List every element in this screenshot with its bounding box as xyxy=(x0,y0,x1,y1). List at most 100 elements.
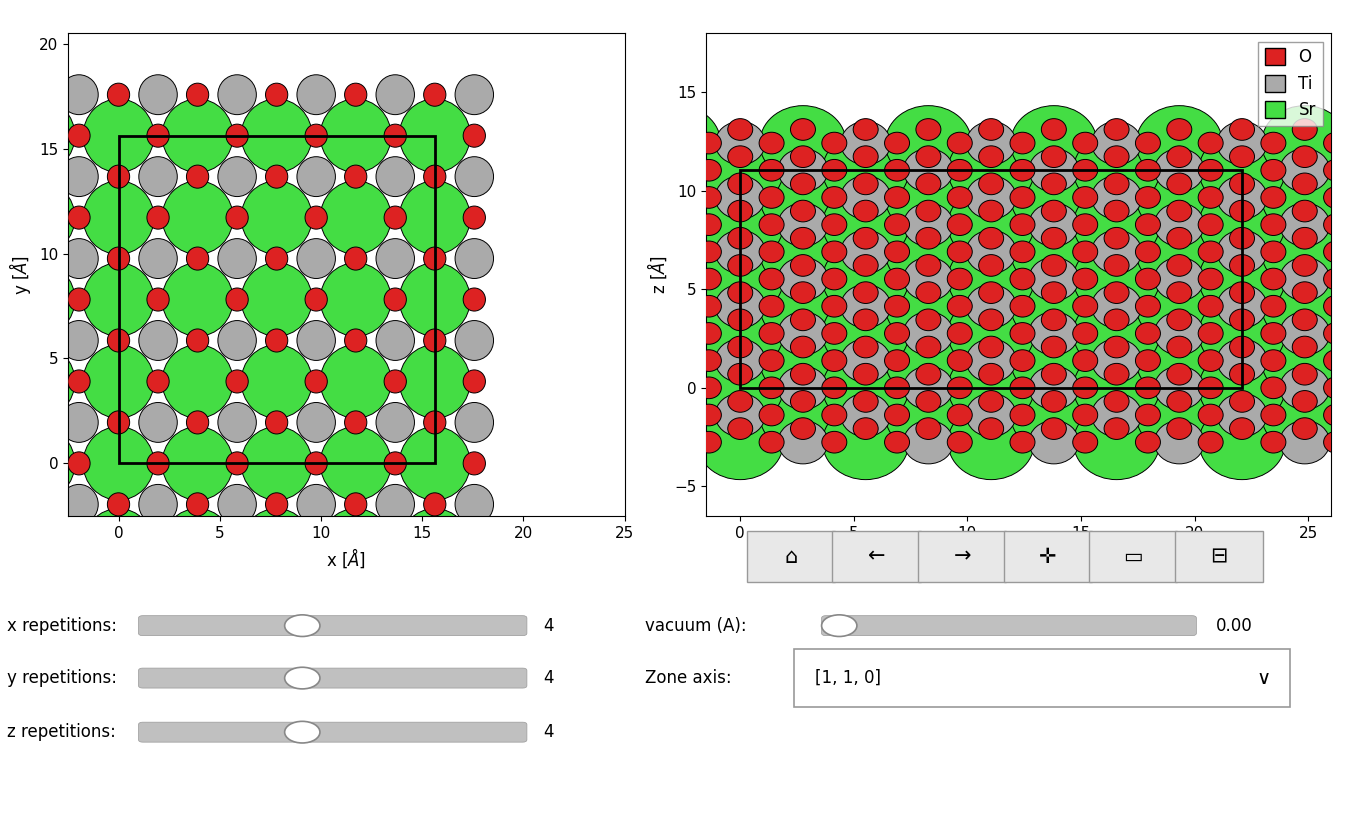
Ellipse shape xyxy=(1137,323,1222,398)
Ellipse shape xyxy=(634,269,721,344)
Circle shape xyxy=(345,83,367,106)
Ellipse shape xyxy=(948,214,972,235)
Ellipse shape xyxy=(885,106,971,181)
Circle shape xyxy=(306,288,327,311)
Circle shape xyxy=(4,263,75,336)
Ellipse shape xyxy=(885,269,971,344)
Ellipse shape xyxy=(790,364,815,385)
Ellipse shape xyxy=(822,132,847,154)
Ellipse shape xyxy=(1260,323,1286,344)
Ellipse shape xyxy=(1137,378,1222,453)
Ellipse shape xyxy=(966,339,1016,382)
Circle shape xyxy=(60,403,98,443)
Ellipse shape xyxy=(1262,323,1348,398)
Circle shape xyxy=(60,484,98,524)
Ellipse shape xyxy=(1199,405,1285,479)
Ellipse shape xyxy=(1154,257,1205,300)
Circle shape xyxy=(399,508,470,582)
Ellipse shape xyxy=(823,187,909,262)
Ellipse shape xyxy=(1199,241,1285,316)
Ellipse shape xyxy=(1104,336,1128,358)
Ellipse shape xyxy=(1042,173,1066,195)
Ellipse shape xyxy=(634,323,721,398)
Ellipse shape xyxy=(884,431,910,453)
Ellipse shape xyxy=(759,106,846,181)
Circle shape xyxy=(29,83,50,106)
Ellipse shape xyxy=(1324,132,1348,154)
Ellipse shape xyxy=(823,133,909,208)
Ellipse shape xyxy=(790,309,815,330)
Ellipse shape xyxy=(634,295,659,317)
Ellipse shape xyxy=(979,146,1004,167)
Ellipse shape xyxy=(1293,255,1317,276)
Ellipse shape xyxy=(853,336,879,358)
Ellipse shape xyxy=(1073,241,1097,263)
Circle shape xyxy=(107,83,129,106)
Ellipse shape xyxy=(966,121,1016,165)
Ellipse shape xyxy=(1324,160,1348,181)
Circle shape xyxy=(68,206,90,229)
Circle shape xyxy=(297,75,335,115)
Circle shape xyxy=(217,320,257,360)
Ellipse shape xyxy=(1167,201,1192,222)
Ellipse shape xyxy=(790,390,815,412)
Text: y repetitions:: y repetitions: xyxy=(7,669,117,687)
Ellipse shape xyxy=(1198,186,1224,208)
Ellipse shape xyxy=(759,132,784,154)
Ellipse shape xyxy=(697,133,784,208)
Ellipse shape xyxy=(653,203,702,246)
Circle shape xyxy=(225,534,249,557)
Ellipse shape xyxy=(634,215,721,290)
Ellipse shape xyxy=(1042,418,1066,439)
Text: [1, 1, 0]: [1, 1, 0] xyxy=(815,669,881,687)
Ellipse shape xyxy=(903,203,953,246)
Circle shape xyxy=(60,156,98,196)
Ellipse shape xyxy=(853,282,879,304)
Ellipse shape xyxy=(728,418,752,439)
Circle shape xyxy=(83,99,153,172)
Circle shape xyxy=(217,156,257,196)
Ellipse shape xyxy=(653,312,702,355)
Ellipse shape xyxy=(1029,203,1078,246)
Ellipse shape xyxy=(1010,214,1035,235)
Circle shape xyxy=(399,427,470,500)
Ellipse shape xyxy=(1279,149,1329,192)
Ellipse shape xyxy=(853,173,879,195)
Ellipse shape xyxy=(697,296,784,371)
Ellipse shape xyxy=(915,336,941,358)
Ellipse shape xyxy=(1293,364,1317,385)
Ellipse shape xyxy=(1042,255,1066,276)
Circle shape xyxy=(139,403,178,443)
Ellipse shape xyxy=(979,309,1004,330)
Circle shape xyxy=(345,329,367,352)
Circle shape xyxy=(83,263,153,336)
Ellipse shape xyxy=(634,349,659,371)
Ellipse shape xyxy=(790,201,815,222)
Ellipse shape xyxy=(716,394,765,437)
Ellipse shape xyxy=(1293,227,1317,249)
Ellipse shape xyxy=(1279,366,1329,409)
Circle shape xyxy=(306,534,327,557)
Ellipse shape xyxy=(1293,201,1317,222)
Text: 4: 4 xyxy=(543,723,554,741)
Circle shape xyxy=(266,329,288,352)
Circle shape xyxy=(68,534,90,557)
Ellipse shape xyxy=(728,364,752,385)
Ellipse shape xyxy=(1167,364,1192,385)
Circle shape xyxy=(217,484,257,524)
Ellipse shape xyxy=(1198,323,1224,344)
Ellipse shape xyxy=(884,132,910,154)
Ellipse shape xyxy=(697,241,784,316)
Ellipse shape xyxy=(1198,160,1224,181)
Ellipse shape xyxy=(1167,282,1192,304)
Ellipse shape xyxy=(1104,418,1128,439)
Ellipse shape xyxy=(634,132,659,154)
Circle shape xyxy=(297,403,335,443)
Ellipse shape xyxy=(1324,241,1348,263)
Circle shape xyxy=(60,239,98,279)
Circle shape xyxy=(225,206,249,229)
Ellipse shape xyxy=(853,201,879,222)
Ellipse shape xyxy=(653,420,702,464)
Circle shape xyxy=(345,493,367,516)
Ellipse shape xyxy=(903,420,953,464)
